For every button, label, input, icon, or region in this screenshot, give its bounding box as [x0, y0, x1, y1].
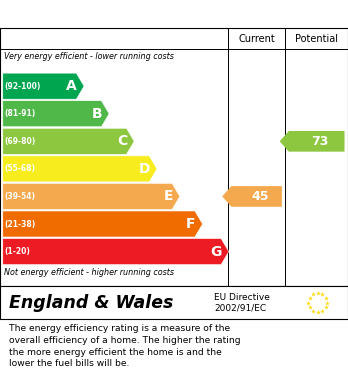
Polygon shape: [3, 183, 180, 210]
Text: 45: 45: [251, 190, 269, 203]
Polygon shape: [3, 101, 109, 127]
Text: (21-38): (21-38): [5, 219, 36, 228]
Text: Very energy efficient - lower running costs: Very energy efficient - lower running co…: [4, 52, 174, 61]
Polygon shape: [280, 131, 345, 152]
Text: D: D: [139, 162, 150, 176]
Text: EU Directive
2002/91/EC: EU Directive 2002/91/EC: [214, 293, 270, 312]
Text: (55-68): (55-68): [5, 164, 36, 173]
Polygon shape: [3, 128, 134, 154]
Polygon shape: [222, 186, 282, 207]
Text: (39-54): (39-54): [5, 192, 36, 201]
Polygon shape: [3, 73, 84, 99]
Text: (81-91): (81-91): [5, 109, 36, 118]
Polygon shape: [3, 211, 203, 237]
Text: (69-80): (69-80): [5, 137, 36, 146]
Text: Current: Current: [238, 34, 275, 43]
Text: F: F: [186, 217, 196, 231]
Polygon shape: [3, 156, 157, 182]
Text: C: C: [117, 134, 127, 148]
Text: B: B: [92, 107, 102, 121]
Text: 73: 73: [311, 135, 329, 148]
Polygon shape: [3, 239, 229, 265]
Text: The energy efficiency rating is a measure of the
overall efficiency of a home. T: The energy efficiency rating is a measur…: [9, 324, 240, 368]
Text: G: G: [211, 245, 222, 258]
Text: (1-20): (1-20): [5, 247, 31, 256]
Text: Not energy efficient - higher running costs: Not energy efficient - higher running co…: [4, 268, 174, 277]
Text: E: E: [163, 189, 173, 203]
Text: Energy Efficiency Rating: Energy Efficiency Rating: [9, 7, 211, 22]
Text: A: A: [66, 79, 77, 93]
Text: (92-100): (92-100): [5, 82, 41, 91]
Text: Potential: Potential: [295, 34, 338, 43]
Text: England & Wales: England & Wales: [9, 294, 173, 312]
